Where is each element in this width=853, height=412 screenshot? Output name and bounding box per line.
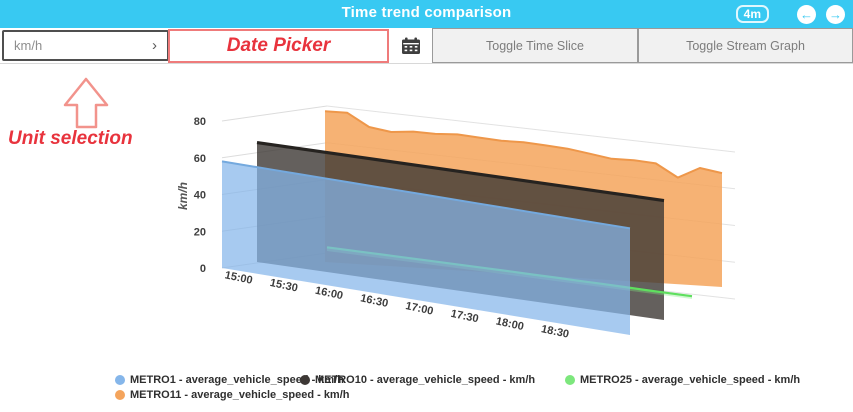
svg-text:20: 20 xyxy=(194,226,206,238)
legend-label: METRO10 - average_vehicle_speed - km/h xyxy=(315,374,536,386)
svg-text:60: 60 xyxy=(194,153,206,165)
time-window-badge[interactable]: 4m xyxy=(735,5,769,23)
legend-item-metro10[interactable]: METRO10 - average_vehicle_speed - km/h xyxy=(300,374,535,386)
svg-text:16:30: 16:30 xyxy=(359,292,389,310)
legend-label: METRO25 - average_vehicle_speed - km/h xyxy=(580,374,801,386)
calendar-button[interactable] xyxy=(390,30,432,62)
toggle-time-slice-button[interactable]: Toggle Time Slice xyxy=(432,28,638,63)
date-picker-annotation: Date Picker xyxy=(226,35,331,56)
legend-label: METRO1 - average_vehicle_speed - km/h xyxy=(130,374,344,386)
calendar-icon xyxy=(402,37,420,54)
prev-arrow-button[interactable]: ← xyxy=(797,5,816,24)
legend-dot-metro1 xyxy=(115,375,125,385)
legend-item-metro25[interactable]: METRO25 - average_vehicle_speed - km/h xyxy=(565,374,800,386)
svg-text:16:00: 16:00 xyxy=(314,285,344,303)
legend-item-metro11[interactable]: METRO11 - average_vehicle_speed - km/h xyxy=(115,389,350,401)
unit-select[interactable]: km/h › xyxy=(2,30,169,61)
toggle-stream-graph-button[interactable]: Toggle Stream Graph xyxy=(638,28,853,63)
svg-text:17:30: 17:30 xyxy=(450,308,480,326)
svg-text:18:30: 18:30 xyxy=(540,323,570,341)
svg-text:40: 40 xyxy=(194,190,206,202)
date-picker-field[interactable]: Date Picker xyxy=(168,29,389,63)
svg-text:80: 80 xyxy=(194,116,206,128)
chevron-right-icon: › xyxy=(152,37,157,54)
svg-text:15:00: 15:00 xyxy=(224,269,254,287)
unit-select-value: km/h xyxy=(14,38,43,53)
legend-dot-metro25 xyxy=(565,375,575,385)
svg-text:18:00: 18:00 xyxy=(495,315,525,333)
panel-header: Time trend comparison 4m ← → xyxy=(0,0,853,28)
legend-item-metro1[interactable]: METRO1 - average_vehicle_speed - km/h xyxy=(115,374,344,386)
legend-label: METRO11 - average_vehicle_speed - km/h xyxy=(130,389,350,401)
toolbar: km/h › Date Picker Toggle Time Slice Tog… xyxy=(0,28,853,64)
svg-text:17:00: 17:00 xyxy=(404,300,434,318)
svg-text:km/h: km/h xyxy=(176,182,190,210)
svg-text:0: 0 xyxy=(200,263,206,275)
legend-dot-metro11 xyxy=(115,390,125,400)
panel-title: Time trend comparison xyxy=(341,4,512,21)
svg-text:15:30: 15:30 xyxy=(269,277,299,295)
unit-selection-annotation: Unit selection xyxy=(8,128,133,149)
next-arrow-button[interactable]: → xyxy=(826,5,845,24)
legend-dot-metro10 xyxy=(300,375,310,385)
